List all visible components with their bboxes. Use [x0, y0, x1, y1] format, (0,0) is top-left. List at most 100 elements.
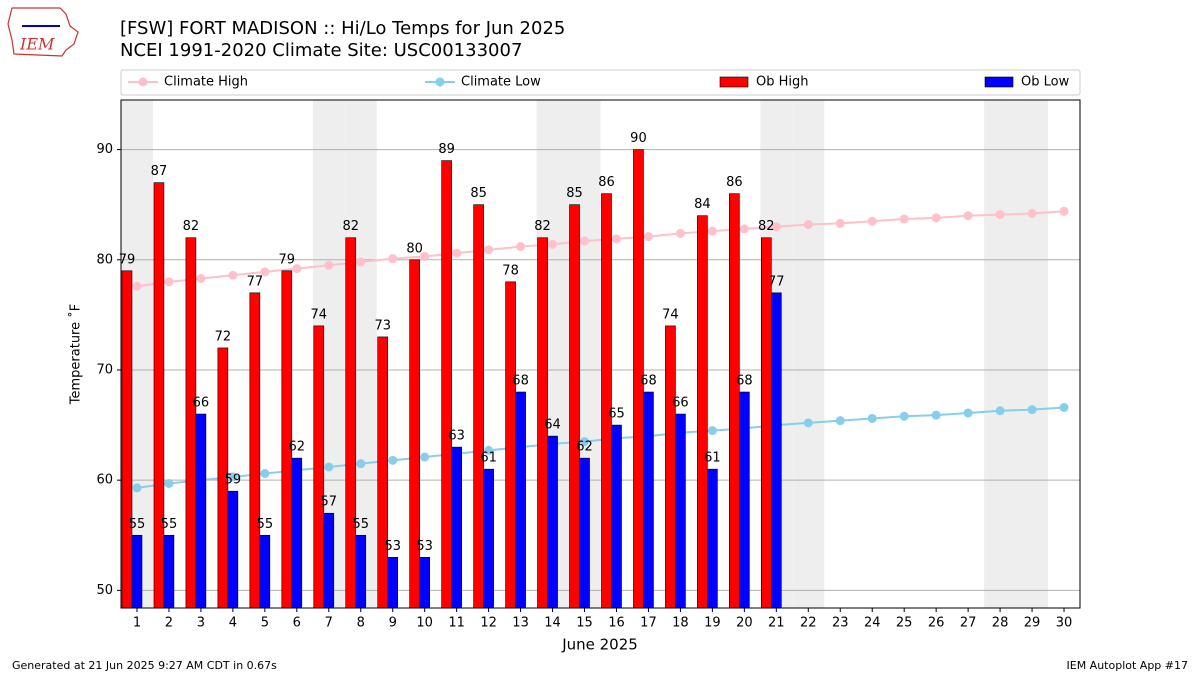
bar-label: 86 [598, 175, 615, 190]
bar-label: 74 [662, 307, 679, 322]
x-tick-label: 14 [544, 616, 561, 631]
bar [569, 204, 580, 609]
bar-label: 80 [406, 241, 423, 256]
point [356, 459, 366, 469]
x-tick-label: 19 [704, 616, 721, 631]
bar-label: 82 [342, 219, 359, 234]
x-tick-label: 27 [960, 616, 977, 631]
bar [185, 237, 197, 609]
point [164, 478, 174, 488]
point [931, 213, 941, 223]
point [196, 274, 206, 284]
x-tick-label: 24 [864, 616, 881, 631]
bar [643, 391, 654, 609]
bar [473, 204, 484, 609]
x-tick-label: 17 [640, 616, 657, 631]
legend-swatch [719, 76, 749, 88]
point [963, 408, 973, 418]
bar-label: 85 [566, 186, 583, 201]
bar-label: 79 [279, 252, 296, 267]
legend-label: Ob Low [1021, 75, 1070, 90]
bar-label: 84 [694, 197, 711, 212]
legend-marker [435, 77, 445, 87]
point [931, 410, 941, 420]
bar [131, 534, 143, 609]
weekend-shade [792, 100, 825, 608]
x-tick-label: 25 [896, 616, 913, 631]
x-tick-label: 28 [992, 616, 1009, 631]
legend-label: Climate High [164, 75, 248, 90]
bar [505, 281, 516, 609]
point [995, 406, 1005, 416]
bar-label: 87 [151, 164, 168, 179]
bar [291, 457, 303, 609]
x-tick-label: 10 [416, 616, 433, 631]
x-tick-label: 7 [325, 616, 333, 631]
x-tick-label: 9 [389, 616, 397, 631]
point [324, 260, 334, 270]
point [516, 242, 526, 252]
point [995, 210, 1005, 220]
x-tick-label: 6 [293, 616, 301, 631]
bar-label: 61 [480, 451, 497, 466]
footer-right: IEM Autoplot App #17 [1067, 659, 1189, 672]
bar-label: 53 [416, 539, 433, 554]
point [835, 218, 845, 228]
bar [771, 292, 782, 609]
y-tick-label: 60 [96, 473, 113, 488]
bar-label: 78 [502, 263, 519, 278]
bar-label: 57 [321, 495, 338, 510]
point [452, 248, 462, 258]
x-tick-label: 18 [672, 616, 689, 631]
bar [601, 193, 612, 609]
x-tick-label: 26 [928, 616, 945, 631]
bar [163, 534, 175, 609]
x-tick-label: 29 [1024, 616, 1041, 631]
x-axis-label: June 2025 [561, 636, 638, 654]
point [835, 416, 845, 426]
bar-label: 85 [470, 186, 487, 201]
point [132, 281, 142, 291]
legend-label: Ob High [756, 75, 809, 90]
logo-outline [7, 7, 79, 57]
y-tick-label: 70 [96, 362, 113, 377]
x-tick-label: 11 [448, 616, 465, 631]
legend-marker [138, 77, 148, 87]
point [867, 413, 877, 423]
point [1027, 209, 1037, 219]
x-tick-label: 3 [197, 616, 205, 631]
x-tick-label: 22 [800, 616, 817, 631]
bar [227, 490, 239, 609]
bar [547, 435, 558, 609]
bar [761, 237, 772, 609]
bar-label: 66 [672, 396, 689, 411]
x-tick-label: 13 [512, 616, 529, 631]
bar [707, 468, 718, 609]
point [675, 228, 685, 238]
x-tick-label: 12 [480, 616, 497, 631]
point [548, 239, 558, 249]
bar-label: 68 [640, 374, 657, 389]
point [707, 426, 717, 436]
point [388, 254, 398, 264]
bar [739, 391, 750, 609]
bar-label: 55 [352, 517, 369, 532]
plot-frame [120, 99, 1081, 609]
x-tick-label: 30 [1056, 616, 1073, 631]
point [484, 245, 494, 255]
bar-label: 86 [726, 175, 743, 190]
bar-label: 55 [257, 517, 274, 532]
bar [387, 557, 399, 609]
weekend-shade [1016, 100, 1049, 608]
point [580, 437, 590, 447]
point [228, 270, 238, 280]
bar-label: 77 [768, 274, 785, 289]
bar-label: 82 [183, 219, 200, 234]
bar-label: 66 [193, 396, 210, 411]
bar [153, 182, 165, 609]
point [420, 452, 430, 462]
bar-label: 74 [311, 307, 328, 322]
point [771, 222, 781, 232]
logo-text: IEM [19, 35, 55, 54]
weekend-shade [984, 100, 1017, 608]
